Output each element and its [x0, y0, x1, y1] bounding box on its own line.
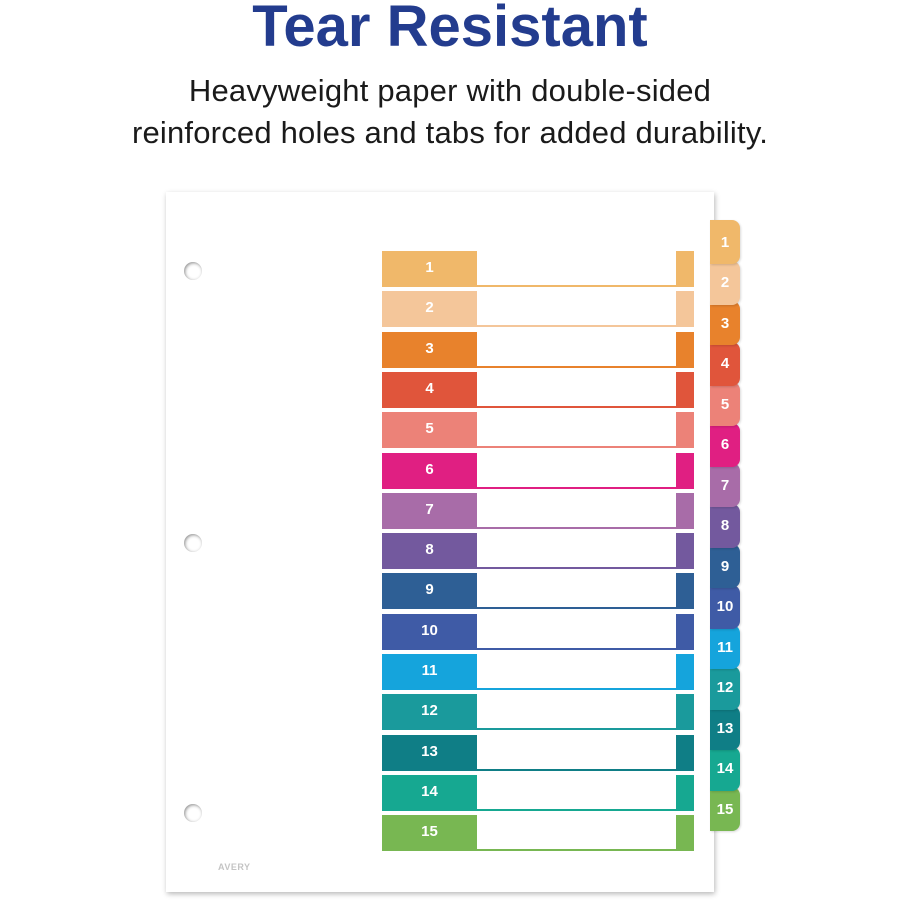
- binder-hole-top: [184, 262, 202, 280]
- toc-row[interactable]: 1: [382, 251, 694, 287]
- subheadline: Heavyweight paper with double-sided rein…: [0, 70, 900, 154]
- binder-hole-bottom: [184, 804, 202, 822]
- side-tab-label: 13: [716, 719, 734, 737]
- toc-row-number: 2: [382, 291, 477, 326]
- toc-row-tab-marker: [676, 452, 694, 487]
- side-tab-label: 9: [720, 557, 730, 575]
- toc-row-number: 13: [382, 734, 477, 769]
- side-tab-label: 14: [716, 760, 734, 777]
- toc-row-number: 12: [382, 694, 477, 729]
- toc-row-number: 7: [382, 492, 477, 527]
- side-tab[interactable]: 13: [710, 706, 740, 750]
- side-tab[interactable]: 2: [710, 260, 740, 305]
- side-tab[interactable]: 4: [710, 341, 740, 386]
- toc-row-tab-marker: [676, 291, 694, 326]
- toc-row-number: 14: [382, 774, 477, 809]
- toc-row[interactable]: 12: [382, 694, 694, 731]
- side-tab[interactable]: 6: [710, 422, 740, 467]
- brand-logo: AVERY: [218, 862, 251, 872]
- toc-row-number: 11: [382, 654, 477, 688]
- toc-row[interactable]: 6: [382, 452, 694, 489]
- toc-row[interactable]: 8: [382, 533, 694, 570]
- toc-row-tab-marker: [676, 412, 694, 447]
- toc-row-tab-marker: [676, 654, 694, 688]
- subheadline-line-1: Heavyweight paper with double-sided: [188, 73, 712, 108]
- binder-hole-middle: [184, 534, 202, 552]
- side-tab[interactable]: 14: [710, 746, 740, 791]
- divider-sheet: AVERY 1 2 3 4 5 6 7 8 9 10 11 12 13 14 15: [166, 192, 714, 892]
- side-tab[interactable]: 8: [710, 503, 740, 548]
- toc-row[interactable]: 10: [382, 613, 694, 650]
- subheadline-line-2: reinforced holes and tabs for added dura…: [131, 115, 769, 150]
- toc-row-tab-marker: [676, 694, 694, 729]
- toc-row[interactable]: 15: [382, 815, 694, 852]
- side-tab[interactable]: 7: [710, 463, 740, 507]
- side-tab[interactable]: 5: [710, 382, 740, 426]
- side-tab[interactable]: 9: [710, 544, 740, 588]
- toc-row-tab-marker: [676, 533, 694, 568]
- side-tab-label: 2: [720, 274, 730, 291]
- side-tab-label: 3: [720, 314, 730, 332]
- toc-row[interactable]: 3: [382, 331, 694, 368]
- side-tab-label: 7: [720, 476, 730, 494]
- toc-row-number: 4: [382, 371, 477, 406]
- side-tab-label: 15: [716, 800, 734, 818]
- side-tab[interactable]: 10: [710, 584, 740, 629]
- toc-row[interactable]: 9: [382, 573, 694, 610]
- toc-row[interactable]: 13: [382, 734, 694, 771]
- side-tab-label: 4: [720, 355, 730, 372]
- side-tab-label: 10: [716, 598, 734, 615]
- side-tab[interactable]: 15: [710, 787, 740, 831]
- side-tab-label: 1: [720, 233, 730, 251]
- toc-row-tab-marker: [676, 251, 694, 285]
- toc-row-tab-marker: [676, 815, 694, 850]
- headline: Tear Resistant: [252, 0, 648, 59]
- side-tab[interactable]: 12: [710, 665, 740, 710]
- toc-row-number: 6: [382, 452, 477, 487]
- side-tab[interactable]: 1: [710, 220, 740, 264]
- toc-row-tab-marker: [676, 331, 694, 366]
- toc-row[interactable]: 11: [382, 654, 694, 690]
- side-tab[interactable]: 11: [710, 625, 740, 669]
- side-tab-label: 5: [720, 395, 730, 413]
- toc-row-number: 1: [382, 251, 477, 285]
- side-tab-label: 12: [716, 679, 734, 696]
- toc-row[interactable]: 14: [382, 774, 694, 811]
- side-tab-label: 11: [717, 638, 733, 656]
- toc-row[interactable]: 4: [382, 371, 694, 408]
- toc-row-number: 15: [382, 815, 477, 850]
- toc-row-tab-marker: [676, 371, 694, 406]
- toc-row-number: 10: [382, 613, 477, 648]
- toc-row-tab-marker: [676, 774, 694, 809]
- toc-row-tab-marker: [676, 492, 694, 527]
- toc-row-number: 3: [382, 331, 477, 366]
- toc-row-number: 8: [382, 533, 477, 568]
- toc-row-number: 5: [382, 412, 477, 447]
- toc-row[interactable]: 5: [382, 412, 694, 449]
- toc-row[interactable]: 2: [382, 291, 694, 328]
- toc-row-tab-marker: [676, 613, 694, 648]
- side-tab[interactable]: 3: [710, 301, 740, 345]
- side-tab-label: 6: [720, 436, 730, 453]
- side-tab-label: 8: [720, 517, 730, 534]
- toc-row-tab-marker: [676, 734, 694, 769]
- toc-row-number: 9: [382, 573, 477, 608]
- toc-row[interactable]: 7: [382, 492, 694, 529]
- toc-row-tab-marker: [676, 573, 694, 608]
